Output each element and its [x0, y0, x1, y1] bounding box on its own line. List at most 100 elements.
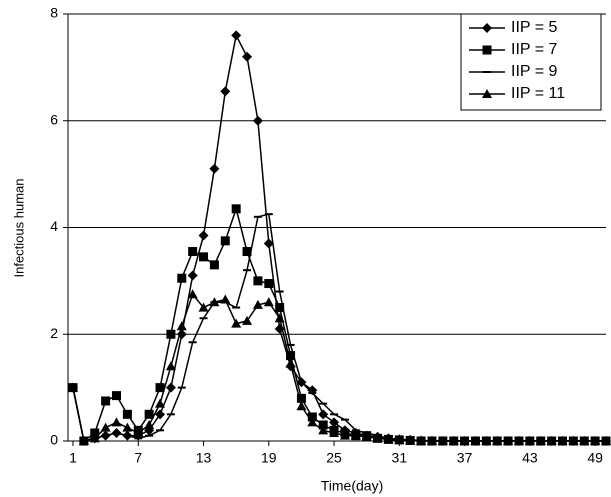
- marker: [100, 422, 111, 432]
- y-tick-label: 0: [50, 432, 58, 448]
- marker: [122, 409, 132, 419]
- marker: [557, 436, 568, 445]
- marker: [112, 391, 122, 401]
- marker: [187, 270, 198, 281]
- marker: [524, 436, 535, 445]
- marker: [122, 422, 133, 432]
- series-line: [72, 206, 606, 443]
- marker: [133, 427, 144, 437]
- x-tick-label: 13: [196, 450, 212, 466]
- x-tick-label: 43: [522, 450, 538, 466]
- marker: [209, 163, 220, 174]
- marker: [89, 433, 100, 443]
- marker: [394, 434, 405, 444]
- marker: [253, 276, 263, 286]
- legend-label: IIP = 7: [511, 41, 558, 58]
- marker: [329, 427, 340, 437]
- marker: [220, 86, 231, 97]
- marker: [166, 329, 176, 339]
- y-tick-label: 8: [50, 5, 58, 21]
- x-tick-label: 7: [134, 450, 142, 466]
- marker: [231, 318, 242, 328]
- marker: [535, 436, 546, 445]
- marker: [155, 409, 166, 420]
- marker: [188, 247, 198, 257]
- marker: [198, 230, 209, 241]
- marker: [416, 436, 427, 445]
- marker: [220, 236, 230, 246]
- marker: [68, 382, 78, 392]
- marker: [252, 115, 263, 126]
- x-tick-label: 25: [326, 450, 342, 466]
- x-tick-label: 19: [261, 450, 277, 466]
- marker: [231, 30, 242, 41]
- marker: [176, 321, 187, 331]
- marker: [350, 430, 361, 440]
- marker: [155, 383, 165, 393]
- x-axis-label: Time(day): [321, 478, 384, 494]
- marker: [405, 435, 416, 445]
- marker: [286, 351, 296, 361]
- marker: [339, 430, 350, 440]
- marker: [601, 436, 611, 445]
- marker: [470, 436, 481, 445]
- marker: [568, 436, 579, 445]
- marker: [318, 409, 329, 420]
- marker: [579, 436, 590, 445]
- x-tick-label: 31: [392, 450, 408, 466]
- marker: [165, 382, 176, 393]
- marker: [209, 260, 219, 270]
- y-tick-label: 6: [50, 111, 58, 127]
- marker: [263, 297, 274, 307]
- marker: [264, 279, 274, 289]
- marker: [590, 436, 601, 445]
- marker: [187, 289, 198, 299]
- marker: [437, 436, 448, 445]
- marker: [492, 436, 503, 445]
- marker: [546, 436, 557, 445]
- series-line: [72, 292, 606, 442]
- y-tick-label: 4: [50, 218, 58, 234]
- marker: [307, 412, 317, 422]
- marker: [318, 425, 329, 435]
- marker: [165, 361, 176, 371]
- marker: [383, 434, 394, 444]
- marker: [177, 273, 187, 283]
- marker: [144, 419, 155, 429]
- marker: [296, 393, 306, 403]
- marker: [275, 303, 285, 313]
- marker: [329, 417, 340, 428]
- legend-marker: [482, 89, 492, 98]
- marker: [78, 436, 89, 445]
- x-tick-label: 1: [69, 450, 77, 466]
- legend-label: IIP = 11: [511, 85, 565, 102]
- legend-marker: [482, 45, 492, 55]
- legend-marker: [482, 23, 492, 33]
- marker: [198, 302, 209, 312]
- x-tick-label: 37: [457, 450, 473, 466]
- marker: [220, 294, 231, 304]
- series-line: [72, 213, 606, 442]
- legend-label: IIP = 5: [511, 19, 558, 36]
- legend-label: IIP = 9: [511, 63, 558, 80]
- y-axis-label: Infectious human: [11, 178, 26, 277]
- marker: [90, 428, 100, 438]
- marker: [503, 436, 514, 445]
- marker: [252, 299, 263, 309]
- marker: [263, 238, 274, 249]
- marker: [155, 398, 166, 408]
- marker: [296, 401, 307, 411]
- marker: [242, 247, 252, 257]
- marker: [144, 409, 154, 419]
- marker: [361, 431, 372, 441]
- marker: [285, 358, 296, 368]
- marker: [513, 436, 524, 445]
- marker: [111, 417, 122, 427]
- x-tick-label: 49: [587, 450, 603, 466]
- marker: [274, 313, 285, 323]
- marker: [242, 51, 253, 62]
- marker: [481, 436, 492, 445]
- marker: [101, 396, 111, 406]
